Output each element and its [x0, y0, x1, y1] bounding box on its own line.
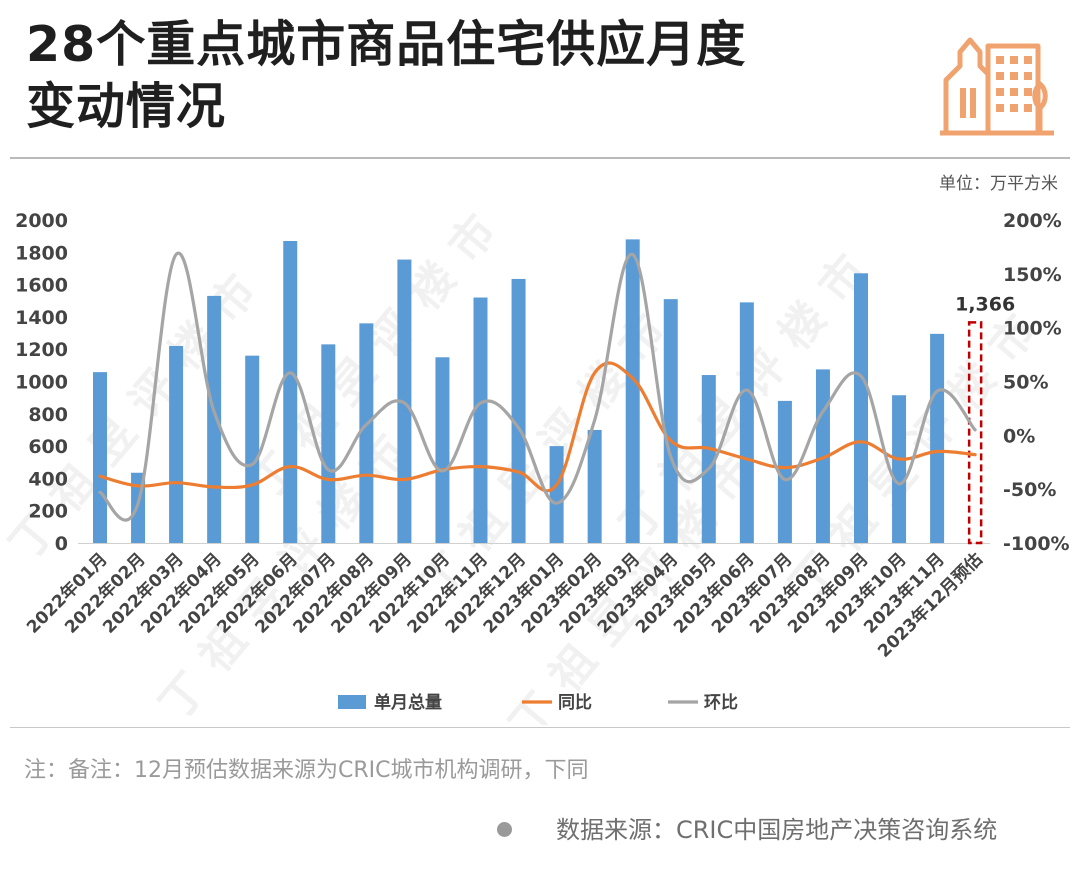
chart-title: 28个重点城市商品住宅供应月度 变动情况 [26, 14, 906, 138]
bar-series [93, 239, 945, 543]
legend-swatch-bar [338, 695, 366, 709]
x-axis-labels: 2022年01月2022年02月2022年03月2022年04月2022年05月… [22, 549, 986, 662]
bar [207, 295, 222, 543]
footnote: 注：备注：12月预估数据来源为CRIC城市机构调研，下同 [24, 758, 589, 783]
left-tick-label: 1600 [15, 275, 68, 297]
right-tick-label: -50% [1003, 479, 1056, 501]
chart-title-line1: 28个重点城市商品住宅供应月度 [26, 16, 747, 73]
unit-label: 单位：万平方米 [939, 174, 1058, 194]
left-tick-label: 400 [28, 468, 68, 490]
estimate-marker: 1,366 [955, 293, 1015, 545]
right-tick-label: 50% [1003, 372, 1048, 394]
legend-label: 单月总量 [374, 692, 442, 713]
left-tick-label: 1000 [15, 372, 68, 394]
bar [169, 345, 184, 543]
left-axis-ticks: 0 200 400 600 800 1000 1200 1400 1600 1800 2000 [15, 210, 68, 555]
estimate-bar [967, 321, 983, 545]
bar [930, 333, 945, 543]
right-tick-label: -100% [1003, 533, 1070, 555]
right-tick-label: 150% [1003, 264, 1062, 286]
left-tick-label: 200 [28, 501, 68, 523]
left-tick-label: 1800 [15, 242, 68, 264]
left-tick-label: 2000 [15, 210, 68, 232]
left-tick-label: 0 [55, 533, 68, 555]
bar [93, 372, 107, 543]
data-source: 数据来源：CRIC中国房地产决策咨询系统 [556, 816, 998, 844]
bar [625, 239, 640, 543]
legend-label: 同比 [558, 692, 592, 713]
bar [892, 395, 907, 543]
left-tick-label: 600 [28, 436, 68, 458]
bar [587, 429, 602, 543]
left-tick-label: 800 [28, 404, 68, 426]
right-tick-label: 200% [1003, 210, 1062, 232]
bar [701, 375, 716, 543]
bar [663, 299, 678, 543]
legend-label: 环比 [704, 692, 738, 713]
bar [435, 357, 450, 543]
source-bullet [497, 822, 512, 837]
bar [854, 273, 868, 543]
chart-title-line2: 变动情况 [26, 78, 227, 135]
legend: 单月总量 同比 环比 [338, 692, 738, 713]
header-divider [10, 157, 1070, 159]
bar [359, 323, 374, 543]
yoy-line [98, 361, 977, 493]
left-tick-label: 1200 [15, 339, 68, 361]
mom-line [98, 251, 977, 522]
bar [511, 278, 526, 543]
bar [739, 302, 754, 543]
right-tick-label: 100% [1003, 318, 1062, 340]
bar [549, 446, 564, 543]
bar [777, 400, 792, 543]
right-tick-label: 0% [1003, 425, 1035, 447]
bar [473, 297, 488, 543]
bar [321, 344, 336, 543]
city-buildings-icon [940, 37, 1054, 136]
right-axis-ticks: -100% -50% 0% 50% 100% 150% 200% [1003, 210, 1070, 555]
bar [245, 355, 260, 543]
bar [283, 240, 298, 543]
estimate-value-label: 1,366 [955, 293, 1015, 315]
left-tick-label: 1400 [15, 307, 68, 329]
line-series [98, 251, 977, 522]
footer-divider [10, 727, 1070, 728]
